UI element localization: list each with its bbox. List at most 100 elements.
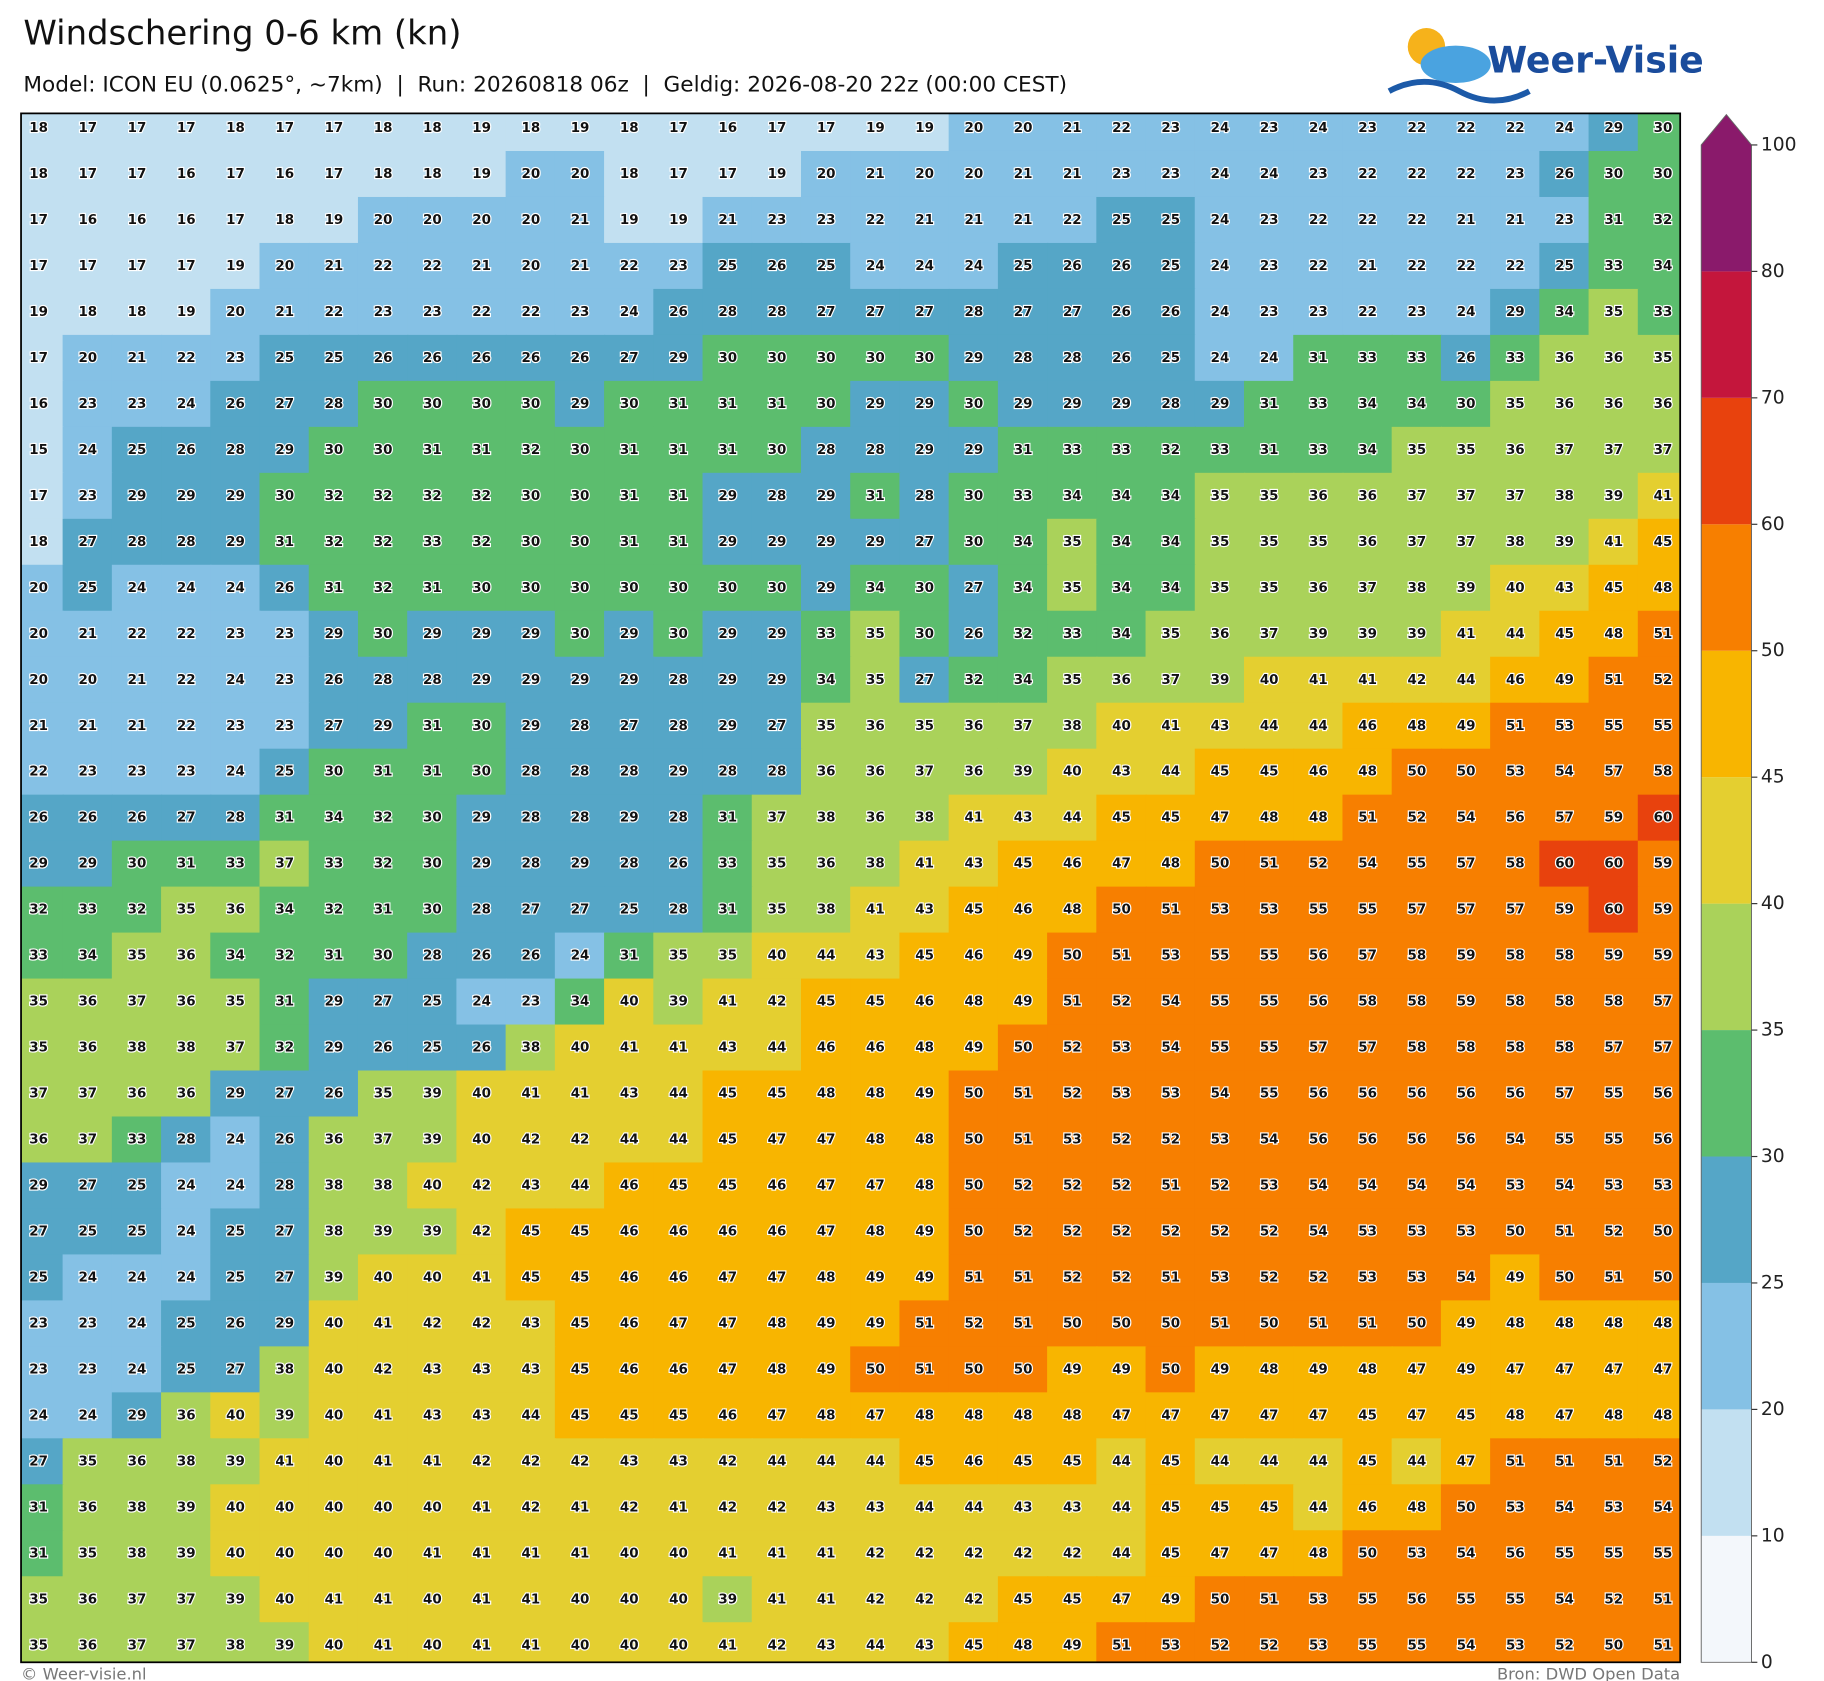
- field-cell: [210, 1392, 261, 1440]
- field-cell: [997, 1576, 1049, 1624]
- grid-value: 42: [521, 1454, 540, 1469]
- field-cell: [1539, 1254, 1590, 1302]
- grid-value: 26: [1112, 351, 1131, 366]
- grid-value: 39: [275, 1638, 294, 1653]
- grid-value: 33: [1211, 443, 1230, 458]
- grid-value: 54: [1555, 765, 1574, 780]
- field-cell: [800, 610, 852, 658]
- grid-value: 28: [128, 535, 147, 550]
- grid-value: 20: [29, 627, 48, 642]
- grid-value: 29: [128, 1408, 147, 1423]
- grid-value: 41: [768, 1592, 787, 1607]
- grid-value: 52: [1112, 1179, 1131, 1194]
- grid-value: 36: [1309, 489, 1328, 504]
- grid-value: 30: [620, 397, 639, 412]
- grid-value: 21: [1014, 167, 1033, 182]
- grid-value: 47: [1260, 1408, 1279, 1423]
- field-cell: [604, 1576, 655, 1624]
- field-cell: [1391, 748, 1443, 796]
- grid-value: 56: [1309, 949, 1328, 964]
- field-cell: [1539, 702, 1590, 750]
- grid-value: 45: [571, 1225, 590, 1240]
- grid-value: 46: [1358, 1500, 1377, 1515]
- grid-value: 28: [423, 673, 442, 688]
- grid-value: 44: [1309, 719, 1328, 734]
- grid-value: 38: [817, 811, 836, 826]
- field-cell: [997, 113, 1049, 153]
- field-cell: [554, 1162, 606, 1210]
- grid-value: 36: [964, 719, 983, 734]
- grid-value: 54: [1555, 1500, 1574, 1515]
- field-cell: [505, 1530, 557, 1578]
- grid-value: 26: [768, 259, 787, 274]
- grid-value: 44: [1309, 1454, 1328, 1469]
- field-cell: [653, 1530, 704, 1578]
- field-cell: [1342, 1346, 1393, 1394]
- grid-value: 56: [1457, 1133, 1476, 1148]
- field-cell: [308, 288, 360, 337]
- grid-value: 51: [1309, 1316, 1328, 1331]
- field-cell: [997, 1622, 1049, 1663]
- grid-value: 25: [128, 1225, 147, 1240]
- grid-value: 33: [29, 949, 48, 964]
- field-cell: [800, 886, 852, 934]
- field-cell: [751, 334, 803, 383]
- field-cell: [850, 1300, 901, 1348]
- grid-value: 42: [472, 1316, 491, 1331]
- grid-value: 30: [915, 627, 934, 642]
- grid-value: 47: [817, 1179, 836, 1194]
- grid-value: 22: [1457, 259, 1476, 274]
- field-cell: [1588, 932, 1639, 980]
- grid-value: 16: [177, 167, 196, 182]
- grid-value: 49: [1063, 1638, 1082, 1653]
- grid-value: 48: [1063, 903, 1082, 918]
- field-cell: [1293, 978, 1344, 1026]
- field-cell: [111, 518, 163, 566]
- grid-value: 33: [226, 857, 245, 872]
- grid-value: 53: [1161, 1638, 1180, 1653]
- grid-value: 35: [1211, 535, 1230, 550]
- field-cell: [505, 932, 557, 980]
- field-cell: [1145, 518, 1196, 566]
- field-cell: [1047, 748, 1098, 796]
- field-cell: [210, 113, 261, 153]
- field-cell: [62, 1622, 114, 1663]
- field-cell: [505, 1070, 557, 1118]
- field-cell: [1490, 1576, 1541, 1624]
- grid-value: 44: [817, 1454, 836, 1469]
- grid-value: 29: [768, 673, 787, 688]
- grid-value: 21: [915, 213, 934, 228]
- field-cell: [407, 656, 458, 704]
- grid-value: 24: [177, 397, 196, 412]
- grid-value: 17: [817, 121, 836, 136]
- field-cell: [308, 1162, 360, 1210]
- grid-value: 51: [1506, 1454, 1525, 1469]
- field-cell: [800, 380, 852, 429]
- grid-value: 23: [275, 627, 294, 642]
- field-cell: [997, 932, 1049, 980]
- grid-value: 21: [1063, 167, 1082, 182]
- grid-value: 42: [1063, 1546, 1082, 1561]
- field-cell: [997, 886, 1049, 934]
- grid-value: 29: [325, 995, 344, 1010]
- grid-value: 44: [1112, 1454, 1131, 1469]
- grid-value: 32: [29, 903, 48, 918]
- grid-value: 57: [1506, 903, 1525, 918]
- field-cell: [161, 702, 212, 750]
- grid-value: 29: [768, 627, 787, 642]
- field-cell: [702, 932, 753, 980]
- field-cell: [653, 113, 704, 153]
- field-cell: [357, 1300, 409, 1348]
- field-cell: [751, 932, 803, 980]
- grid-value: 17: [325, 167, 344, 182]
- grid-value: 56: [1309, 1133, 1328, 1148]
- grid-value: 24: [128, 1362, 147, 1377]
- grid-value: 54: [1506, 1133, 1525, 1148]
- grid-value: 25: [1161, 259, 1180, 274]
- grid-value: 40: [325, 1408, 344, 1423]
- grid-value: 36: [29, 1133, 48, 1148]
- field-cell: [1096, 334, 1147, 383]
- grid-value: 48: [866, 1087, 885, 1102]
- grid-value: 23: [1161, 167, 1180, 182]
- grid-value: 32: [374, 811, 393, 826]
